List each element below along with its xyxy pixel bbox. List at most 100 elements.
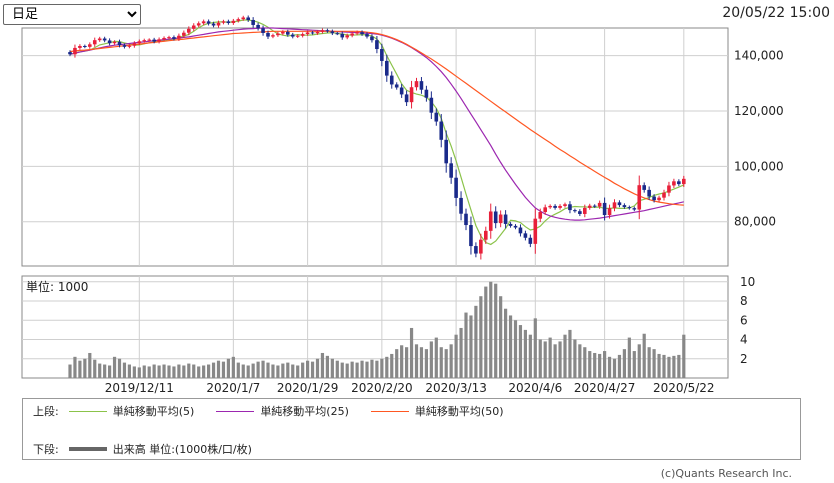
candle-body xyxy=(617,202,622,206)
candle-body xyxy=(528,237,533,244)
credit-text: (c)Quants Research Inc. xyxy=(660,467,792,480)
legend-ma50-line xyxy=(370,410,409,412)
volume-bar xyxy=(563,334,567,378)
volume-bar xyxy=(330,358,334,378)
candle-body xyxy=(414,81,419,88)
volume-bar xyxy=(449,344,453,378)
volume-bar xyxy=(568,329,572,378)
x-tick-label: 2020/5/22 xyxy=(653,381,715,395)
volume-bar xyxy=(409,327,414,378)
volume-bar xyxy=(127,364,131,378)
volume-bar xyxy=(385,356,389,378)
candle-body xyxy=(226,21,231,24)
candle-body xyxy=(167,37,171,39)
volume-bar xyxy=(73,356,77,378)
candle-body xyxy=(592,205,597,207)
legend-ma50-label: 単純移動平均(50) xyxy=(414,405,504,418)
volume-bar xyxy=(627,337,631,378)
candle-body xyxy=(424,89,429,98)
volume-bar xyxy=(93,359,97,378)
volume-bar xyxy=(573,339,577,378)
volume-bar xyxy=(345,363,349,378)
candle-body xyxy=(622,205,627,208)
candle-body xyxy=(127,45,132,47)
period-select[interactable]: 日足 xyxy=(3,4,141,25)
volume-bar xyxy=(306,360,310,378)
volume-bar xyxy=(390,353,394,378)
volume-bar xyxy=(162,364,166,378)
candle-body xyxy=(409,87,414,103)
volume-bar xyxy=(489,281,493,378)
volume-bar xyxy=(370,359,374,378)
legend-item-ma50: 単純移動平均(50) xyxy=(361,403,504,419)
volume-bar xyxy=(310,361,315,378)
candle-body xyxy=(92,40,97,45)
volume-bar xyxy=(365,361,369,378)
candle-body xyxy=(375,40,379,50)
volume-bar xyxy=(459,327,463,378)
volume-tick-label: 6 xyxy=(740,313,748,327)
price-tick-label: 80,000 xyxy=(734,215,776,229)
volume-bar xyxy=(607,356,612,378)
candle-body xyxy=(578,211,582,214)
volume-bar xyxy=(528,334,532,378)
volume-bar xyxy=(355,362,359,378)
price-panel: 80,000 100,000 120,000 140,000 xyxy=(21,15,784,267)
legend-lower-row: 下段: 出来高 単位:(1000株/口/枚) xyxy=(33,441,252,457)
candle-body xyxy=(286,31,290,35)
candle-body xyxy=(88,44,92,47)
volume-bar xyxy=(221,361,226,378)
candle-body xyxy=(221,21,226,23)
candle-body xyxy=(563,204,567,206)
candle-body xyxy=(488,211,493,231)
price-tick-label: 100,000 xyxy=(734,159,784,173)
legend-volume-label: 出来高 単位:(1000株/口/枚) xyxy=(112,443,252,456)
candle-body xyxy=(236,19,241,21)
volume-bar xyxy=(226,358,230,378)
volume-bar xyxy=(207,364,211,378)
candle-body xyxy=(102,38,107,41)
candle-body xyxy=(583,207,587,214)
candle-body xyxy=(434,112,439,122)
volume-bar xyxy=(152,364,156,378)
candle-body xyxy=(454,177,458,198)
candle-body xyxy=(246,17,250,20)
candle-body xyxy=(632,208,637,210)
volume-bar xyxy=(380,358,384,378)
volume-bar xyxy=(301,362,305,378)
volume-bar xyxy=(533,318,537,378)
volume-bar xyxy=(182,365,186,378)
volume-bar xyxy=(657,353,661,378)
volume-bar xyxy=(504,308,508,378)
candle-body xyxy=(444,139,448,164)
volume-bar xyxy=(142,365,146,378)
candle-body xyxy=(627,207,632,209)
volume-bar xyxy=(122,362,127,378)
candle-body xyxy=(518,227,523,234)
legend-upper-label: 上段: xyxy=(33,405,59,418)
volume-bar xyxy=(231,356,235,378)
x-tick-label: 2019/12/11 xyxy=(105,381,174,395)
candle-body xyxy=(68,52,72,55)
volume-bar xyxy=(197,366,201,378)
volume-tick-label: 10 xyxy=(740,275,755,289)
volume-bar xyxy=(677,354,681,378)
candle-body xyxy=(662,192,666,198)
volume-bar xyxy=(558,341,562,378)
x-tick-label: 2020/4/27 xyxy=(574,381,636,395)
volume-bar xyxy=(484,286,488,378)
legend-ma5-line xyxy=(68,410,107,412)
x-tick-label: 2020/1/29 xyxy=(277,381,339,395)
candle-body xyxy=(439,121,444,140)
candle-body xyxy=(206,21,211,24)
candle-body xyxy=(241,17,246,20)
volume-bar xyxy=(103,364,107,378)
candle-body xyxy=(251,19,255,25)
candle-body xyxy=(211,23,216,26)
candle-body xyxy=(404,94,409,103)
volume-bar xyxy=(464,312,468,378)
volume-bar xyxy=(202,365,206,378)
volume-bar xyxy=(291,364,295,378)
candle-body xyxy=(216,22,221,26)
volume-bar xyxy=(117,358,122,378)
